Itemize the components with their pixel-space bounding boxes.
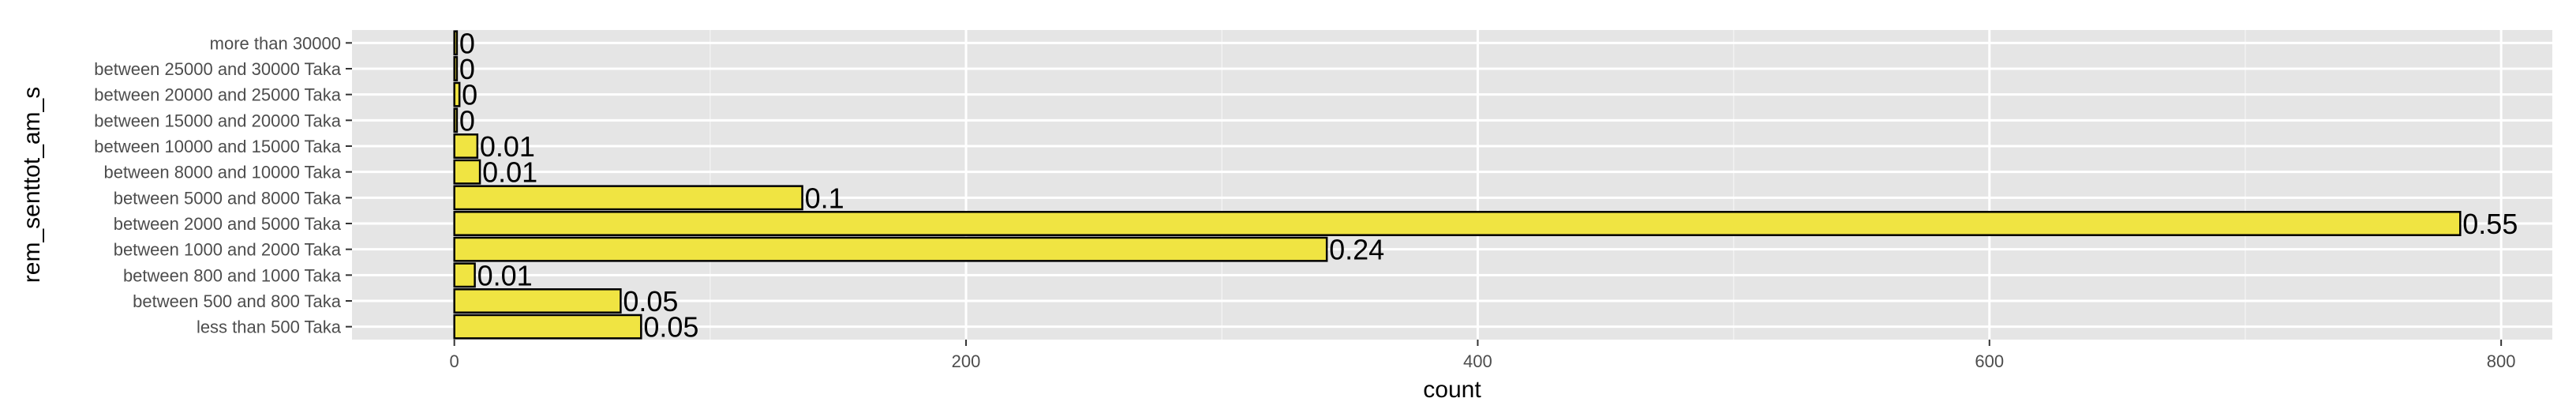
plot-panel: [352, 30, 2552, 340]
bar-7: [453, 133, 479, 159]
x-tick-label-0: 0: [450, 351, 459, 371]
data-label-5: 0.1: [805, 182, 844, 214]
bar-0: [453, 314, 642, 340]
y-tick-label-2: between 800 and 1000 Taka: [123, 265, 342, 285]
data-label-2: 0.01: [477, 259, 533, 291]
data-label-3: 0.24: [1329, 234, 1384, 266]
x-axis-title: count: [1423, 377, 1481, 403]
x-axis: 0 200 400 600 800: [450, 340, 2516, 371]
bar-8: [453, 107, 459, 133]
bar-9: [453, 81, 461, 107]
x-tick-label-3: 600: [1975, 351, 2004, 371]
y-tick-label-11: more than 30000: [210, 33, 341, 53]
y-tick-label-10: between 25000 and 30000 Taka: [94, 59, 342, 79]
data-label-1: 0.05: [623, 285, 678, 317]
bar-11: [453, 30, 459, 56]
bar-3: [453, 236, 1328, 262]
y-tick-label-8: between 15000 and 20000 Taka: [94, 111, 342, 130]
x-tick-label-2: 400: [1463, 351, 1492, 371]
bar-10: [453, 56, 459, 81]
data-label-11: 0: [459, 27, 475, 59]
bar-5: [453, 185, 803, 211]
data-label-9: 0: [462, 79, 477, 111]
bar-6: [453, 159, 481, 185]
y-tick-label-7: between 10000 and 15000 Taka: [94, 137, 342, 156]
data-label-8: 0: [459, 104, 475, 137]
x-tick-label-4: 800: [2487, 351, 2516, 371]
y-tick-label-6: between 8000 and 10000 Taka: [103, 163, 341, 182]
grid-minor: [710, 30, 2246, 340]
data-label-6: 0.01: [482, 156, 537, 189]
y-tick-label-0: less than 500 Taka: [197, 317, 342, 337]
data-label-0: 0.05: [643, 311, 698, 344]
data-label-4: 0.55: [2462, 208, 2518, 240]
y-tick-label-3: between 1000 and 2000 Taka: [114, 240, 342, 260]
bar-1: [453, 288, 622, 314]
bars: [453, 30, 2462, 340]
x-tick-label-1: 200: [952, 351, 981, 371]
y-axis-title: rem_senttot_am_s: [19, 87, 45, 283]
y-axis: less than 500 Taka between 500 and 800 Ta…: [94, 33, 352, 337]
bar-2: [453, 262, 476, 288]
data-label-10: 0: [459, 53, 475, 85]
y-tick-label-5: between 5000 and 8000 Taka: [114, 188, 342, 208]
data-label-7: 0.01: [480, 130, 535, 163]
y-tick-label-9: between 20000 and 25000 Taka: [94, 85, 342, 105]
y-tick-label-1: between 500 and 800 Taka: [133, 291, 342, 311]
bar-4: [453, 211, 2462, 236]
y-tick-label-4: between 2000 and 5000 Taka: [114, 214, 342, 234]
